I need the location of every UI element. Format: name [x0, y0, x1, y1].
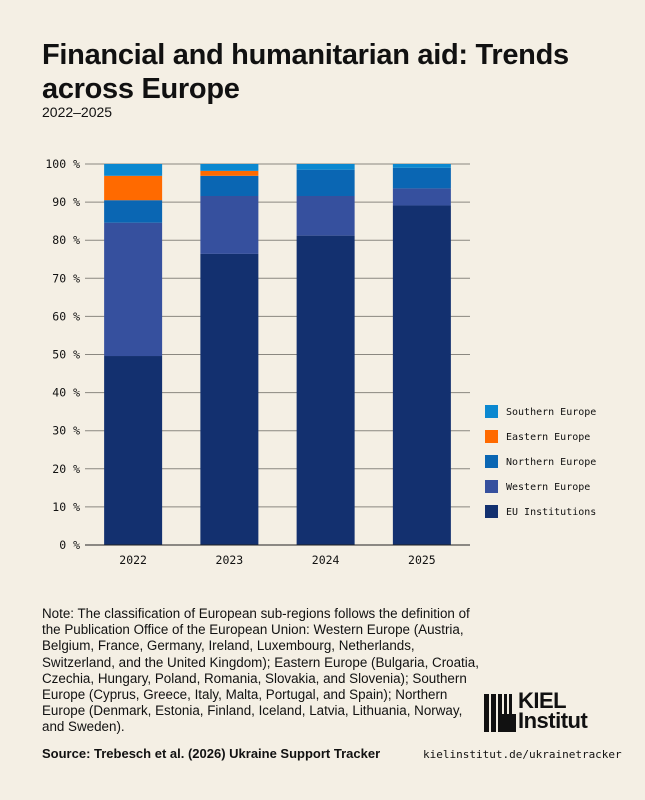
bar-segment-eu-institutions-2022 [104, 356, 163, 545]
legend-label: Western Europe [506, 482, 590, 493]
bar-segment-western-europe-2025 [392, 188, 451, 206]
x-tick-label: 2022 [119, 553, 147, 567]
y-tick-label: 10 % [52, 500, 80, 514]
bar-segment-eu-institutions-2025 [392, 205, 451, 546]
y-tick-label: 80 % [52, 233, 80, 247]
legend-swatch [485, 405, 498, 418]
bar-segment-northern-europe-2025 [392, 167, 451, 189]
x-tick-label: 2024 [312, 553, 340, 567]
legend-label: Eastern Europe [506, 432, 590, 443]
legend-swatch [485, 505, 498, 518]
bar-segment-southern-europe-2024 [296, 164, 355, 170]
bar-segment-northern-europe-2022 [104, 200, 163, 223]
bar-segment-northern-europe-2023 [200, 175, 259, 197]
bar-segment-western-europe-2022 [104, 222, 163, 357]
bar-segment-southern-europe-2022 [104, 164, 163, 176]
bar-segment-eastern-europe-2022 [104, 175, 163, 201]
legend-swatch [485, 480, 498, 493]
legend-label: Northern Europe [506, 457, 596, 468]
y-tick-label: 50 % [52, 348, 80, 362]
legend-swatch [485, 455, 498, 468]
y-tick-label: 20 % [52, 462, 80, 476]
bar-segment-western-europe-2023 [200, 196, 259, 254]
chart-subtitle: 2022–2025 [42, 104, 113, 120]
y-tick-label: 70 % [52, 271, 80, 285]
note-text: Note: The classification of European sub… [42, 606, 479, 735]
y-tick-label: 60 % [52, 309, 80, 323]
source-url[interactable]: kielinstitut.de/ukrainetracker [423, 748, 622, 761]
stacked-bar-chart: 0 % 10 % 20 % 30 % 40 % 50 % 60 % 70 % 80 % 90 % 1… [45, 157, 596, 567]
legend-label: Southern Europe [506, 407, 596, 418]
y-tick-label: 30 % [52, 424, 80, 438]
bar-segment-eastern-europe-2023 [200, 170, 259, 176]
y-tick-label: 100 % [45, 157, 80, 171]
x-tick-label: 2025 [408, 553, 436, 567]
bar-segment-eu-institutions-2024 [296, 235, 355, 546]
y-tick-label: 90 % [52, 195, 80, 209]
bar-segment-western-europe-2024 [296, 196, 355, 236]
bar-segment-southern-europe-2025 [392, 164, 451, 168]
bar-segment-northern-europe-2024 [296, 169, 355, 197]
x-tick-label: 2023 [216, 553, 244, 567]
y-tick-label: 0 % [59, 538, 80, 552]
source-text: Source: Trebesch et al. (2026) Ukraine S… [42, 746, 381, 761]
chart-title: Financial and humanitarian aid: Trends a… [42, 39, 569, 105]
kiel-institut-logo: KIEL Institut [484, 690, 604, 736]
legend-label: EU Institutions [506, 507, 596, 518]
legend-swatch [485, 430, 498, 443]
y-tick-label: 40 % [52, 386, 80, 400]
bar-segment-southern-europe-2023 [200, 164, 259, 171]
bar-segment-eu-institutions-2023 [200, 253, 259, 545]
